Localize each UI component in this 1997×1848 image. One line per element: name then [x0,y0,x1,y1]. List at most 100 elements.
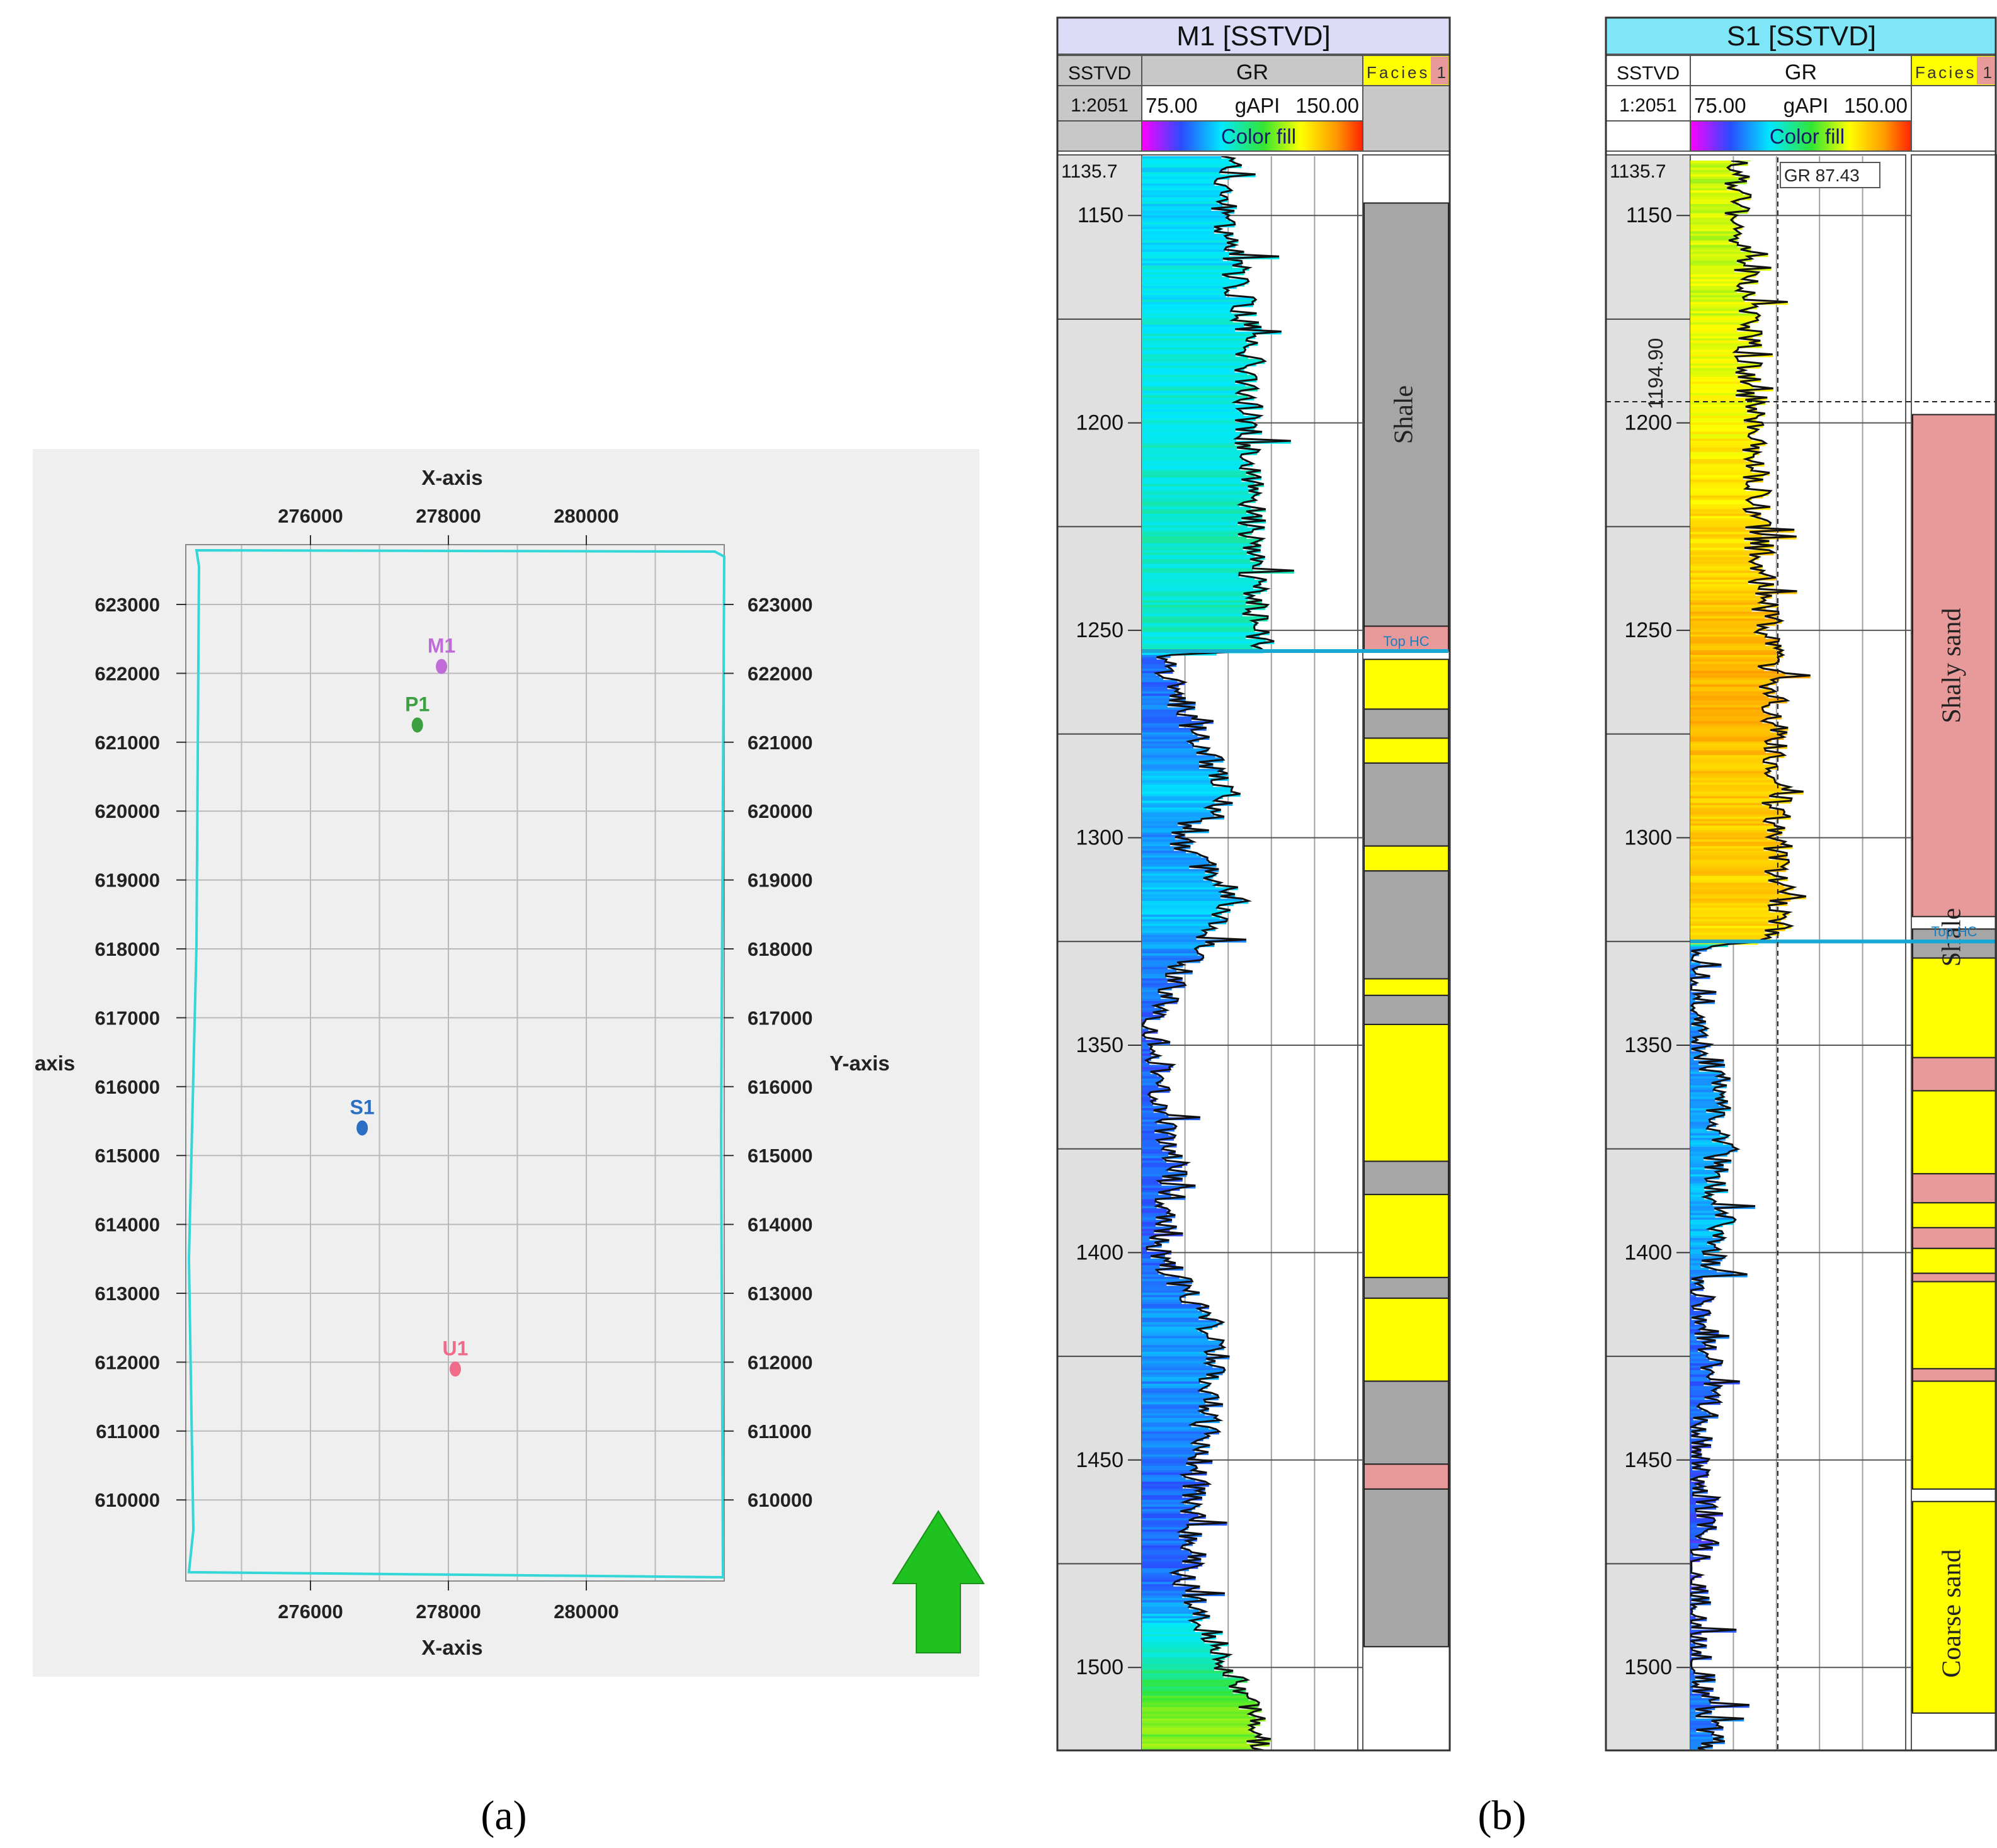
gr-fill-slice [1690,734,1779,738]
gr-fill-slice [1690,1301,1704,1305]
gr-fill-slice [1690,1609,1692,1613]
gr-fill-slice [1142,475,1255,479]
gr-fill-slice [1142,1575,1182,1579]
gr-fill-slice [1142,1402,1205,1405]
gr-fill-slice [1142,664,1177,667]
gr-fill-slice [1690,1511,1697,1514]
gr-fill-slice [1690,1062,1699,1066]
gr-fill-slice [1142,700,1169,704]
facies-interval-sand [1912,1090,1996,1175]
gr-fill-slice [1142,406,1263,410]
gr-fill-slice [1142,238,1227,241]
gr-fill-slice [1690,393,1755,396]
facies-interval-shale [1363,870,1449,980]
y-tick-label-left: 620000 [95,800,160,822]
gr-fill-slice [1690,1269,1717,1273]
gr-fill-slice [1142,1563,1203,1567]
gr-fill-slice [1142,295,1226,298]
gr-fill-slice [1142,1372,1223,1376]
gr-fill-slice [1142,1376,1219,1380]
gr-fill-slice [1142,352,1244,355]
gr-fill-slice [1142,1748,1253,1750]
gr-fill-slice [1690,666,1758,669]
gr-fill-slice [1690,1703,1711,1706]
gr-fill-slice [1142,1124,1173,1127]
gr-fill-slice [1142,1741,1247,1745]
gr-fill-slice [1690,174,1735,178]
gr-fill-slice [1690,1379,1711,1383]
gr-fill-slice [1142,179,1217,182]
gr-fill-slice [1690,741,1766,745]
gr-fill-slice [1690,1386,1721,1389]
gr-fill-slice [1142,1604,1191,1608]
gr-fill-slice [1690,1085,1727,1089]
gr-fill-slice [1142,1611,1205,1614]
gr-fill-slice [1142,1201,1156,1205]
gr-fill-slice [1142,472,1246,476]
gr-fill-slice [1142,1648,1219,1651]
gr-fill-slice [1142,1190,1171,1193]
gr-fill-slice [1142,382,1236,385]
gr-fill-slice [1690,1099,1715,1103]
gr-fill-slice [1690,1247,1715,1250]
gr-fill-slice [1142,933,1207,936]
gr-fill-slice [1142,566,1254,569]
gr-fill-slice [1690,550,1770,553]
gr-fill-slice [1142,336,1256,339]
gr-fill-slice [1142,793,1241,797]
gr-fill-slice [1142,577,1255,581]
gr-fill-slice [1142,1659,1215,1662]
gr-fill-slice [1690,447,1760,451]
gr-fill-slice [1142,1114,1169,1118]
gr-fill-slice [1690,227,1743,230]
gr-fill-slice [1690,1732,1714,1735]
gr-fill-slice [1142,582,1260,586]
y-tick-label-left: 614000 [95,1214,160,1236]
gr-fill-slice [1142,1509,1192,1512]
gr-fill-slice [1142,659,1167,663]
gr-fill-slice [1690,1723,1719,1726]
y-tick-label-right: 610000 [748,1489,812,1511]
gr-fill-slice [1142,1120,1163,1123]
gr-fill-slice [1142,1486,1183,1490]
gr-fill-slice [1142,395,1248,399]
gr-fill-slice [1142,1538,1197,1542]
gr-fill-slice [1142,1704,1259,1708]
gr-fill-slice [1142,1065,1174,1068]
gr-fill-slice [1142,1265,1160,1269]
gr-readout: GR 87.43 [1784,166,1860,185]
gr-fill-slice [1690,265,1744,269]
gr-fill-slice [1142,358,1261,362]
gr-fill-slice [1690,1538,1702,1542]
gr-fill-slice [1142,231,1215,234]
gr-fill-slice [1142,823,1178,827]
gr-fill-slice [1690,268,1772,271]
gr-fill-slice [1142,1673,1224,1676]
gr-fill-slice [1142,1698,1249,1701]
gr-fill-slice [1142,486,1248,490]
gr-fill-slice [1142,709,1186,713]
gr-fill-slice [1690,566,1763,569]
gr-fill-slice [1690,511,1746,514]
gr-fill-slice [1142,1461,1213,1465]
gr-fill-slice [1690,602,1761,606]
gr-fill-slice [1142,1718,1266,1721]
gr-fill-slice [1690,299,1744,303]
gr-fill-slice [1690,331,1761,335]
gr-fill-slice [1690,912,1789,915]
gr-fill-slice [1690,600,1765,603]
gr-fill-slice [1690,1613,1692,1617]
gr-fill-slice [1142,370,1235,373]
gr-fill-slice [1690,1240,1721,1244]
gr-fill-slice [1690,1151,1730,1155]
gr-fill-slice [1690,217,1734,221]
gr-fill-slice [1142,1623,1197,1626]
gr-fill-slice [1142,698,1186,701]
gr-fill-slice [1690,420,1744,424]
gr-fill-slice [1142,347,1244,351]
gr-fill-slice [1142,1613,1193,1617]
gr-fill-slice [1142,536,1247,540]
gr-fill-slice [1142,320,1233,324]
depth-tick-label: 1500 [1624,1655,1672,1679]
gr-fill-slice [1142,1447,1200,1451]
